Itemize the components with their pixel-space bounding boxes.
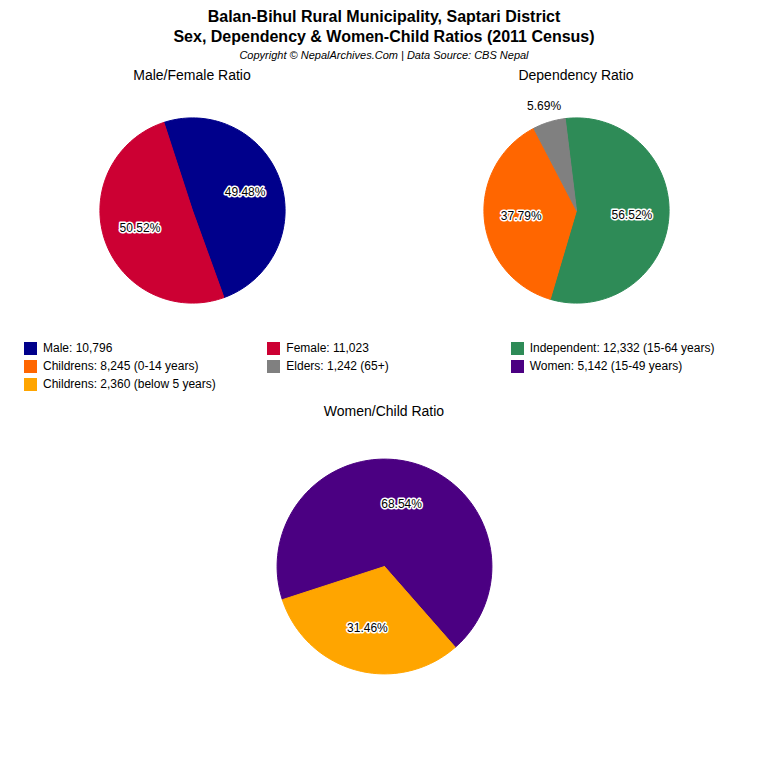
html-text:Male/Female Ratio: Male/Female Ratio [133, 67, 251, 83]
svg-text:5.69%: 5.69% [527, 99, 561, 113]
svg-text:50.52%: 50.52% [120, 221, 161, 235]
svg-text:37.79%: 37.79% [501, 209, 542, 223]
html-text:Elders: 1,242 (65+): Elders: 1,242 (65+) [286, 359, 389, 373]
html-text:Childrens: 2,360 (below 5 year: Childrens: 2,360 (below 5 years) [43, 377, 216, 391]
html-text:Independent: 12,332 (15-64 yea: Independent: 12,332 (15-64 years) [529, 341, 715, 355]
html-text:Women/Child Ratio: Women/Child Ratio [323, 403, 445, 419]
html-text:Dependency Ratio: Dependency Ratio [518, 67, 634, 83]
svg-text:49.48%: 49.48% [225, 185, 266, 199]
svg-text:68.54%: 68.54% [381, 497, 422, 511]
svg-text:31.46%: 31.46% [347, 621, 388, 635]
html-text:Sex, Dependency & Women-Child: Sex, Dependency & Women-Child Ratios (20… [173, 28, 595, 45]
html-text:Female: 11,023: Female: 11,023 [286, 341, 369, 355]
html-text:Women: 5,142 (15-49 years): Women: 5,142 (15-49 years) [529, 359, 683, 373]
html-text:Childrens: 8,245 (0-14 years): Childrens: 8,245 (0-14 years) [43, 359, 199, 373]
html-text:Male: 10,796: Male: 10,796 [43, 341, 113, 355]
html-text:Copyright © NepalArchives.Com: Copyright © NepalArchives.Com | Data Sou… [239, 49, 529, 61]
html-text:Balan-Bihul Rural Municipality: Balan-Bihul Rural Municipality, Saptari … [207, 8, 561, 25]
svg-text:56.52%: 56.52% [612, 208, 653, 222]
